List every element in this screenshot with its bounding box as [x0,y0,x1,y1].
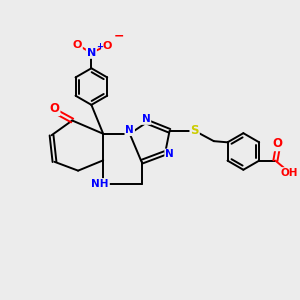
Text: N: N [165,149,174,159]
Text: S: S [190,124,199,137]
Text: NH: NH [92,179,109,189]
Text: N: N [87,48,96,58]
Text: +: + [96,42,103,51]
Text: −: − [113,29,124,42]
Text: O: O [102,40,111,50]
Text: OH: OH [280,168,298,178]
Text: N: N [142,114,150,124]
Text: N: N [125,125,134,135]
Text: O: O [73,40,82,50]
Text: O: O [50,102,59,115]
Text: O: O [273,137,283,150]
